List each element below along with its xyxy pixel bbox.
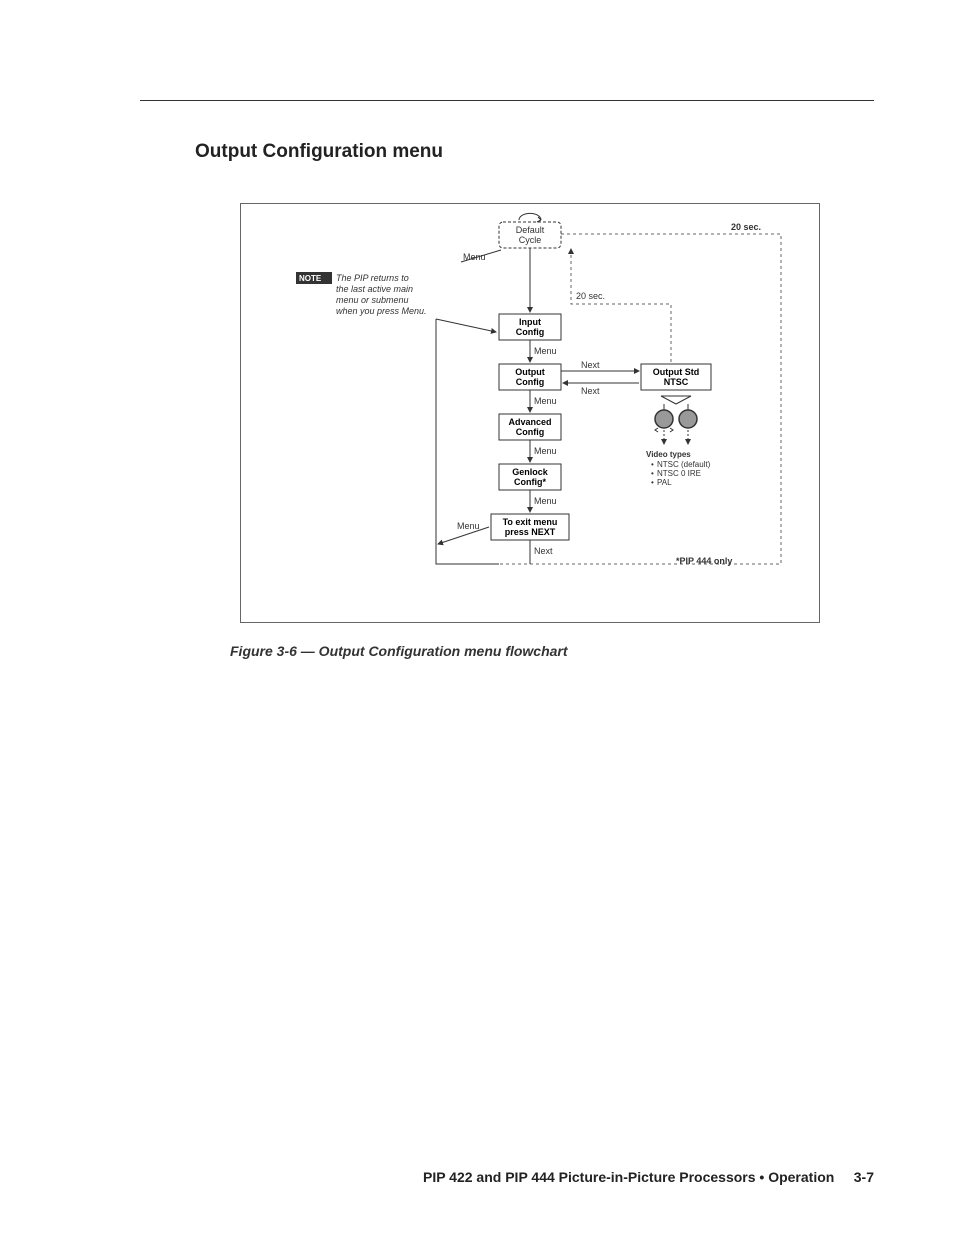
adjust-knobs [655, 396, 697, 444]
svg-text:Output Std: Output Std [653, 367, 700, 377]
next-label-bottom: Next [581, 386, 600, 396]
svg-text:Genlock: Genlock [512, 467, 549, 477]
svg-text:PAL: PAL [657, 478, 672, 487]
next-label-top: Next [581, 360, 600, 370]
footer-text: PIP 422 and PIP 444 Picture-in-Picture P… [423, 1169, 834, 1185]
note-line-2: the last active main [336, 284, 413, 294]
flowchart-diagram: 20 sec. 20 sec. NOTE The PIP returns to … [240, 203, 820, 623]
svg-text:NTSC: NTSC [664, 377, 689, 387]
page-footer: PIP 422 and PIP 444 Picture-in-Picture P… [423, 1169, 874, 1185]
footer-page: 3-7 [854, 1169, 874, 1185]
output-std-node: Output Std NTSC [641, 364, 711, 390]
svg-text:Input: Input [519, 317, 541, 327]
twenty-sec-side-label: 20 sec. [576, 291, 605, 301]
svg-text:•: • [651, 469, 654, 478]
menu-label-2: Menu [534, 346, 557, 356]
exit-menu-node: To exit menu press NEXT [491, 514, 569, 540]
return-arrow-to-input [436, 319, 496, 332]
menu-label-left: Menu [457, 521, 480, 531]
asterisk-note: *PIP 444 only [676, 556, 732, 566]
svg-text:Config*: Config* [514, 477, 546, 487]
note-badge-text: NOTE [299, 274, 322, 283]
svg-text:NTSC (default): NTSC (default) [657, 460, 711, 469]
svg-text:Cycle: Cycle [519, 235, 542, 245]
note-line-1: The PIP returns to [336, 273, 409, 283]
menu-label-5: Menu [534, 496, 557, 506]
note-line-3: menu or submenu [336, 295, 409, 305]
video-types-list: Video types • NTSC (default) • NTSC 0 IR… [646, 450, 711, 487]
input-config-node: Input Config [499, 314, 561, 340]
next-label-exit: Next [534, 546, 553, 556]
svg-text:Config: Config [516, 377, 545, 387]
svg-text:Advanced: Advanced [508, 417, 551, 427]
svg-text:Config: Config [516, 427, 545, 437]
svg-text:To exit menu: To exit menu [503, 517, 558, 527]
svg-text:press NEXT: press NEXT [505, 527, 556, 537]
menu-label-3: Menu [534, 396, 557, 406]
section-title: Output Configuration menu [195, 141, 874, 163]
svg-text:Video types: Video types [646, 450, 691, 459]
default-cycle-node: Default Cycle [499, 213, 561, 248]
svg-text:Config: Config [516, 327, 545, 337]
svg-text:•: • [651, 478, 654, 487]
menu-label-1: Menu [463, 252, 486, 262]
advanced-config-node: Advanced Config [499, 414, 561, 440]
side-return-path [571, 249, 671, 362]
page-rule [140, 100, 874, 101]
svg-text:NTSC 0 IRE: NTSC 0 IRE [657, 469, 701, 478]
genlock-config-node: Genlock Config* [499, 464, 561, 490]
output-config-node: Output Config [499, 364, 561, 390]
svg-text:•: • [651, 460, 654, 469]
svg-text:Output: Output [515, 367, 545, 377]
note-line-4: when you press Menu. [336, 306, 427, 316]
twenty-sec-top-label: 20 sec. [731, 222, 761, 232]
menu-label-4: Menu [534, 446, 557, 456]
svg-text:Default: Default [516, 225, 545, 235]
figure-caption: Figure 3-6 — Output Configuration menu f… [230, 643, 874, 659]
